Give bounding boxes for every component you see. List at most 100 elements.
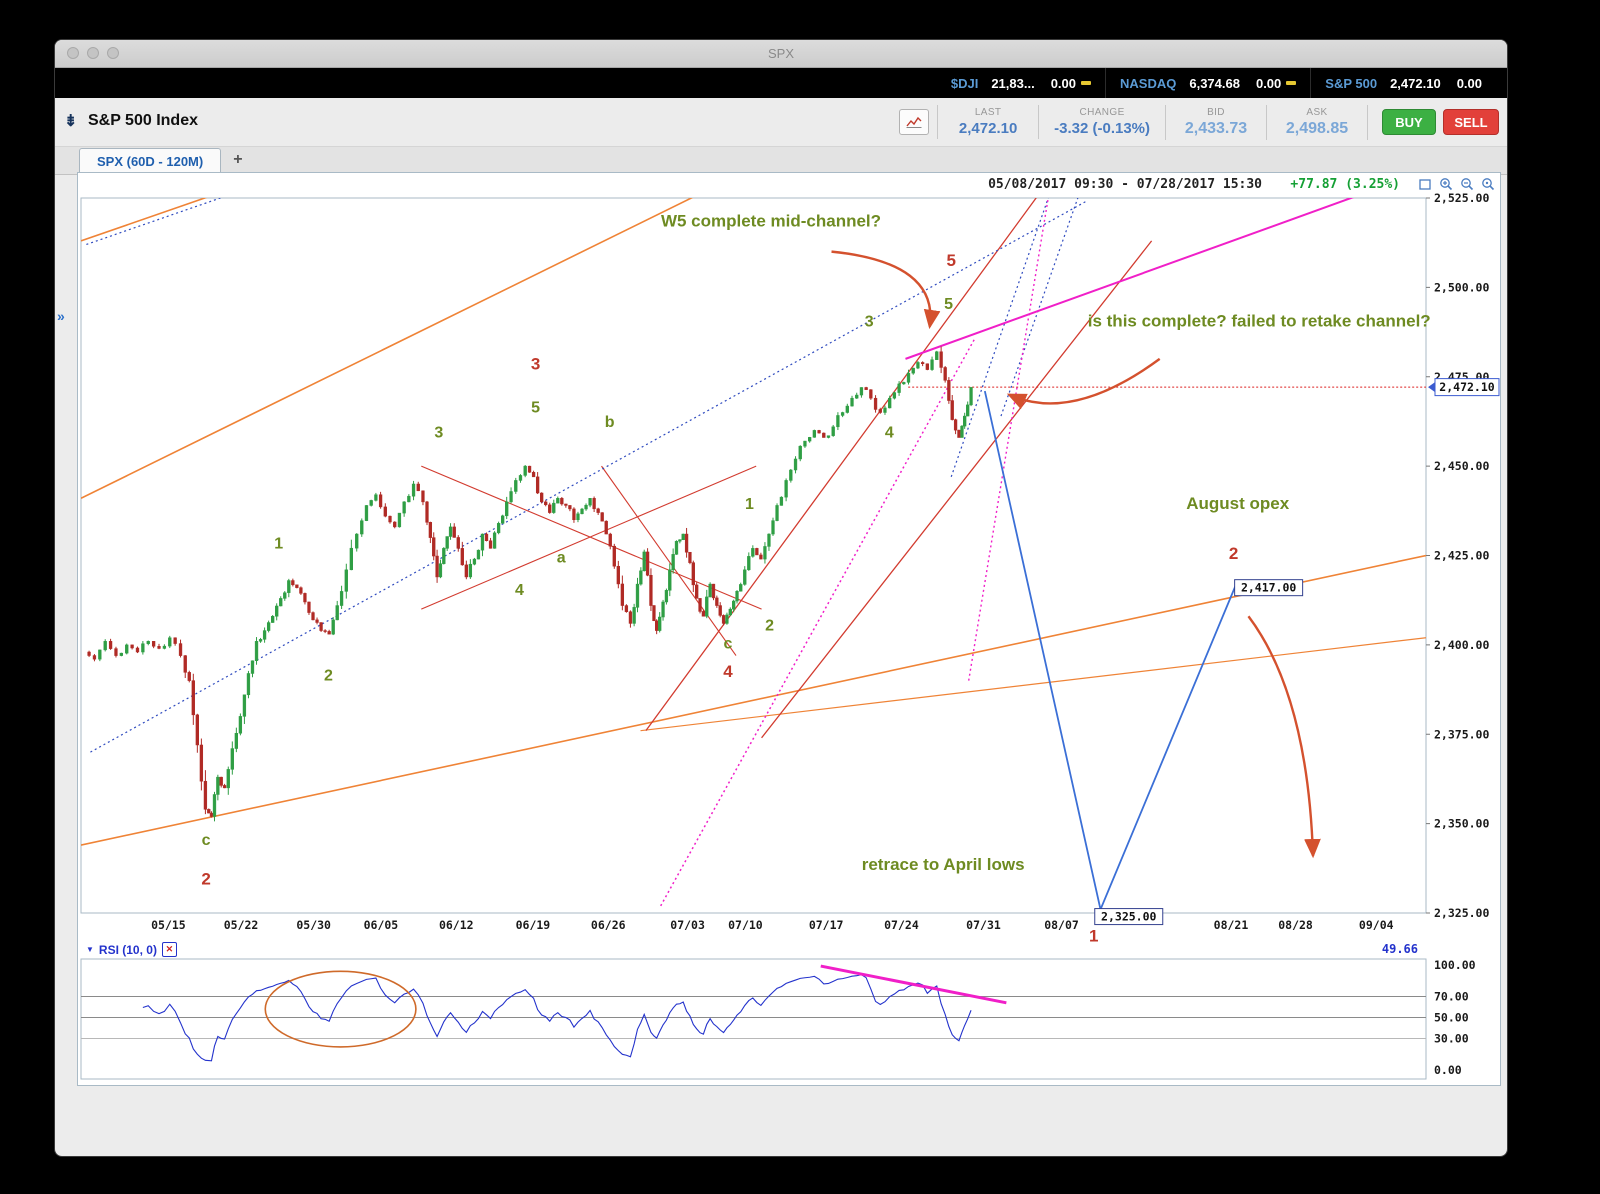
chart-header: 05/08/2017 09:30 - 07/28/2017 15:30 +77.…	[78, 175, 1500, 195]
ticker-symbol: S&P 500	[1325, 75, 1378, 91]
svg-text:05/15: 05/15	[151, 918, 186, 932]
field-change: CHANGE -3.32 (-0.13%)	[1038, 105, 1165, 139]
svg-text:06/19: 06/19	[516, 918, 551, 932]
field-label: CHANGE	[1079, 107, 1125, 118]
ticker-value: 6,374.68	[1189, 75, 1240, 91]
tab-spx-60d-120m[interactable]: SPX (60D - 120M)	[79, 148, 222, 174]
svg-text:05/22: 05/22	[224, 918, 259, 932]
quote-fields: LAST 2,472.10 CHANGE -3.32 (-0.13%) BID …	[899, 101, 1499, 143]
window-controls	[67, 47, 119, 59]
window-maximize-button[interactable]	[107, 47, 119, 59]
chart-settings-button[interactable]	[899, 109, 930, 135]
svg-text:07/24: 07/24	[884, 918, 919, 932]
svg-text:2,417.00: 2,417.00	[1241, 581, 1296, 595]
ticker-value: 21,83...	[991, 75, 1035, 91]
svg-text:2,325.00: 2,325.00	[1434, 906, 1489, 920]
ticker-dji[interactable]: $DJI 21,83... 0.00	[937, 68, 1105, 98]
window-minimize-button[interactable]	[87, 47, 99, 59]
svg-text:4: 4	[723, 662, 733, 681]
buy-button[interactable]: BUY	[1382, 109, 1436, 135]
chart-panel: W5 complete mid-channel? is this complete…	[77, 172, 1501, 1086]
box-zoom-icon[interactable]	[1416, 175, 1434, 193]
svg-text:2,375.00: 2,375.00	[1434, 727, 1489, 741]
zoom-in-icon[interactable]	[1437, 175, 1455, 193]
field-last: LAST 2,472.10	[937, 105, 1038, 139]
svg-text:retrace to April lows: retrace to April lows	[862, 855, 1025, 874]
sell-button[interactable]: SELL	[1443, 109, 1499, 135]
instrument-title: S&P 500 Index	[88, 112, 198, 129]
svg-text:1: 1	[745, 496, 754, 513]
window-title: SPX	[767, 46, 794, 61]
add-chart-tab-button[interactable]: +	[233, 151, 243, 168]
ticker-spx[interactable]: S&P 500 2,472.10 0.00	[1310, 68, 1501, 98]
svg-text:2,400.00: 2,400.00	[1434, 638, 1489, 652]
field-ask: ASK 2,498.85	[1266, 104, 1368, 140]
svg-text:2: 2	[324, 668, 333, 685]
ticker-change: 0.00	[1050, 75, 1077, 91]
zoom-reset-icon[interactable]	[1479, 175, 1497, 193]
svg-text:a: a	[557, 550, 566, 567]
window-close-button[interactable]	[67, 47, 79, 59]
ticker-change: 0.00	[1456, 75, 1482, 91]
field-value: -3.32 (-0.13%)	[1054, 120, 1150, 137]
svg-text:07/10: 07/10	[728, 918, 763, 932]
flat-change-icon	[1286, 81, 1297, 85]
svg-text:b: b	[605, 414, 615, 431]
zoom-out-icon[interactable]	[1458, 175, 1476, 193]
svg-text:3: 3	[434, 425, 443, 442]
svg-text:5: 5	[944, 296, 953, 313]
svg-text:3: 3	[531, 355, 540, 374]
ticker-nasdaq[interactable]: NASDAQ 6,374.68 0.00	[1105, 68, 1310, 98]
svg-text:5: 5	[946, 251, 955, 270]
svg-text:09/04: 09/04	[1359, 918, 1394, 932]
field-bid: BID 2,433.73	[1165, 104, 1266, 140]
index-ticker-bar: $DJI 21,83... 0.00 NASDAQ 6,374.68 0.00 …	[55, 68, 1507, 98]
field-label: BID	[1207, 106, 1225, 118]
field-value: 2,498.85	[1285, 119, 1349, 137]
svg-text:5: 5	[531, 400, 540, 417]
svg-text:4: 4	[885, 425, 894, 442]
mini-chart-icon	[906, 116, 922, 128]
svg-text:2,450.00: 2,450.00	[1434, 459, 1489, 473]
ticker-value: 2,472.10	[1390, 75, 1441, 91]
svg-text:August opex: August opex	[1186, 494, 1289, 513]
field-label: ASK	[1306, 106, 1328, 118]
svg-text:50.00: 50.00	[1434, 1011, 1469, 1025]
quote-header: ⇟ S&P 500 Index LAST 2,472.10 CHANGE -3.…	[55, 98, 1507, 147]
svg-text:30.00: 30.00	[1434, 1032, 1469, 1046]
window-titlebar[interactable]: SPX	[55, 40, 1507, 68]
svg-text:1: 1	[274, 535, 283, 552]
svg-text:07/31: 07/31	[966, 918, 1001, 932]
svg-text:70.00: 70.00	[1434, 990, 1469, 1004]
price-chart-canvas[interactable]: W5 complete mid-channel? is this complete…	[78, 173, 1500, 1085]
ticker-symbol: $DJI	[950, 75, 979, 91]
collapse-header-icon[interactable]: ⇟	[64, 113, 78, 130]
field-value: 2,433.73	[1184, 119, 1248, 137]
svg-text:2,425.00: 2,425.00	[1434, 549, 1489, 563]
svg-text:05/30: 05/30	[296, 918, 331, 932]
app-window: SPX $DJI 21,83... 0.00 NASDAQ 6,374.68 0…	[55, 40, 1507, 1156]
rsi-close-button[interactable]: ✕	[161, 942, 177, 957]
svg-text:2: 2	[765, 618, 774, 635]
svg-text:2,350.00: 2,350.00	[1434, 817, 1489, 831]
svg-text:06/05: 06/05	[364, 918, 399, 932]
field-value: 2,472.10	[958, 120, 1018, 137]
chart-tab-bar: SPX (60D - 120M) +	[55, 147, 1507, 175]
svg-text:2,472.10: 2,472.10	[1439, 380, 1494, 394]
field-label: LAST	[974, 107, 1002, 118]
collapse-study-icon[interactable]: ▼	[86, 945, 94, 954]
svg-text:08/28: 08/28	[1278, 918, 1313, 932]
ticker-change: 0.00	[1255, 75, 1282, 91]
svg-text:07/17: 07/17	[809, 918, 844, 932]
svg-text:2: 2	[1229, 544, 1238, 563]
rsi-header: ▼ RSI (10, 0) ✕	[86, 942, 177, 957]
svg-text:c: c	[723, 635, 732, 652]
svg-text:2,325.00: 2,325.00	[1101, 910, 1156, 924]
svg-text:c: c	[202, 832, 211, 849]
expand-sidebar-handle[interactable]: »	[57, 308, 65, 324]
svg-text:3: 3	[865, 314, 874, 331]
chart-change: +77.87 (3.25%)	[1290, 177, 1400, 192]
chart-date-range: 05/08/2017 09:30 - 07/28/2017 15:30	[988, 177, 1262, 192]
svg-text:is this complete? failed to r: is this complete? failed to retake chann…	[1088, 312, 1431, 331]
svg-text:100.00: 100.00	[1434, 958, 1476, 972]
